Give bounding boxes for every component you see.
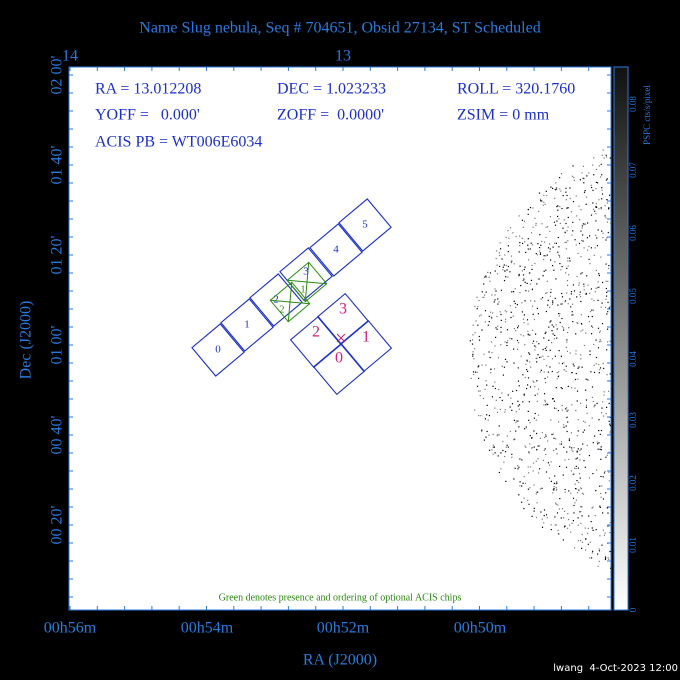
- top-tick-label: 14: [62, 48, 78, 65]
- x-tick-label: 00h56m: [44, 620, 97, 637]
- info-ra: RA = 13.012208: [95, 81, 201, 98]
- info-dec: DEC = 1.023233: [277, 81, 386, 98]
- optional-chip-outline: [269, 281, 311, 323]
- acis-s-label: 0: [215, 344, 221, 356]
- colorbar-label: 0.05: [628, 288, 638, 304]
- acis-s-chip: [249, 273, 303, 327]
- acis-s-label: 3: [303, 266, 309, 278]
- y-tick-label: 00 20': [49, 505, 66, 544]
- acis-s-label: 5: [362, 219, 368, 231]
- acis-s-label: 4: [333, 244, 339, 256]
- colorbar-label: 0.03: [628, 412, 638, 428]
- y-tick-label: 01 20': [49, 235, 66, 274]
- acis-i-label: 2: [312, 324, 320, 341]
- y-tick-label: 01 40': [49, 145, 66, 184]
- x-tick-label: 00h52m: [317, 620, 370, 637]
- y-tick-label: 01 00': [49, 325, 66, 364]
- title: Name Slug nebula, Seq # 704651, Obsid 27…: [139, 20, 540, 37]
- pspc-image: [469, 149, 611, 569]
- acis-i-label: 1: [362, 329, 370, 346]
- y-tick-label: 02 00': [49, 55, 66, 94]
- acis-s-label: 1: [244, 319, 250, 331]
- x-axis-title: RA (J2000): [303, 652, 377, 669]
- x-tick-label: 00h54m: [181, 620, 234, 637]
- colorbar-label: 0.04: [628, 351, 638, 367]
- optional-chip-cross: [287, 262, 327, 302]
- colorbar: [613, 66, 629, 611]
- y-tick-label: 00 40': [49, 415, 66, 454]
- optional-chip: [286, 261, 328, 303]
- acis-s-label: 2: [273, 294, 279, 306]
- acis-i-label: 0: [335, 350, 343, 367]
- acis-i-chip: [316, 292, 370, 346]
- colorbar-label: 0.07: [628, 162, 638, 178]
- optional-chip-label: 1: [301, 284, 306, 295]
- acis-i-label: 3: [339, 301, 347, 318]
- acis-s-chip: [309, 223, 363, 277]
- acis-s-chip: [191, 323, 245, 377]
- optional-chip-outline: [286, 261, 328, 303]
- aimpoint: [336, 333, 346, 343]
- footer: lwang 4-Oct-2023 12:00: [553, 663, 678, 674]
- colorbar-title: PSPC cts/s/pixel: [642, 85, 652, 145]
- acis-s-chip: [220, 298, 274, 352]
- info-roll: ROLL = 320.1760: [457, 81, 575, 98]
- optional-chip-cross: [270, 282, 310, 322]
- y-axis-title: Dec (J2000): [18, 301, 35, 380]
- optional-chip: [269, 281, 311, 323]
- note: Green denotes presence and ordering of o…: [219, 592, 462, 603]
- info-yoff: YOFF = 0.000': [95, 107, 200, 124]
- top-tick-label: 13: [335, 48, 351, 65]
- info-acis-pb: ACIS PB = WT006E6034: [95, 134, 262, 151]
- acis-s-chip: [338, 198, 392, 252]
- colorbar-label: 0.08: [628, 96, 638, 112]
- info-zsim: ZSIM = 0 mm: [457, 107, 550, 124]
- colorbar-label: 0.02: [628, 475, 638, 491]
- optional-chip-label: 2: [280, 304, 285, 315]
- colorbar-label: 0.01: [628, 537, 638, 553]
- x-tick-label: 00h50m: [454, 620, 507, 637]
- info-zoff: ZOFF = 0.0000': [277, 107, 384, 124]
- colorbar-label: 0.06: [628, 225, 638, 241]
- colorbar-label: 0: [628, 607, 638, 612]
